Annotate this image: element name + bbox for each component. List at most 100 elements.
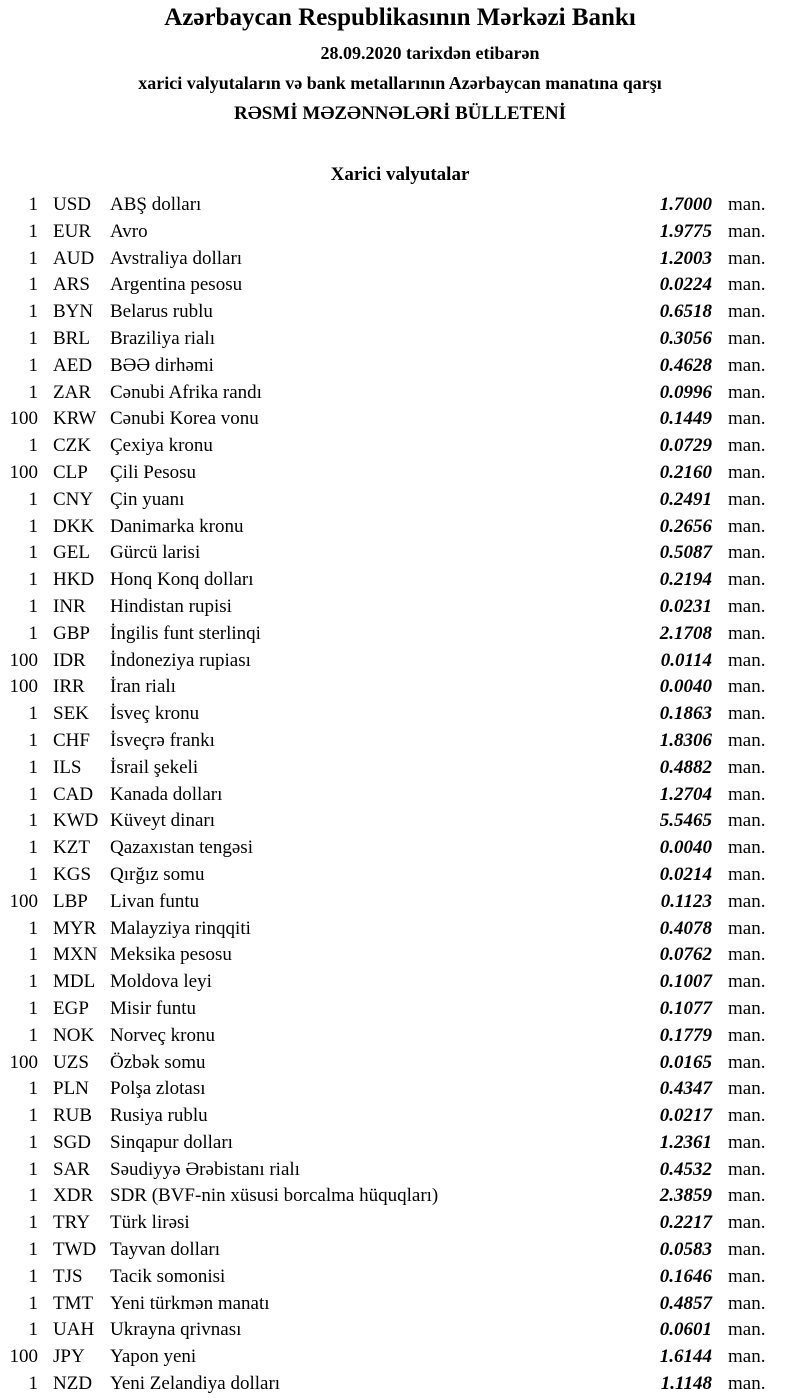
unit-label: man.	[728, 408, 766, 430]
currency-name: Meksika pesosu	[110, 944, 232, 966]
rate-value: 0.1449	[659, 408, 712, 430]
rate-value: 0.0224	[659, 274, 712, 296]
currency-code: NOK	[53, 1024, 95, 1046]
document-title: Azərbaycan Respublikasının Mərkəzi Bankı	[164, 4, 636, 31]
rate-row: 1 TMT Yeni türkmən manatı 0.4857 man.	[0, 1291, 800, 1318]
unit-label: man.	[728, 997, 766, 1019]
rate-amount: 1	[28, 274, 39, 296]
unit-label: man.	[728, 220, 766, 242]
currency-name: Çexiya kronu	[110, 435, 213, 457]
rate-amount: 1	[28, 1024, 39, 1046]
unit-label: man.	[728, 917, 766, 939]
rate-value: 1.9775	[659, 220, 712, 242]
rate-row: 1 SGD Sinqapur dolları 1.2361 man.	[0, 1130, 800, 1157]
rate-value: 1.8306	[659, 729, 712, 751]
currency-code: ARS	[53, 274, 90, 296]
currency-code: INR	[53, 595, 86, 617]
rate-row: 1 DKK Danimarka kronu 0.2656 man.	[0, 514, 800, 541]
rate-amount: 100	[9, 676, 39, 698]
rate-row: 1 TRY Türk lirəsi 0.2217 man.	[0, 1210, 800, 1237]
currency-code: SGD	[53, 1131, 92, 1153]
unit-label: man.	[728, 461, 766, 483]
unit-label: man.	[728, 729, 766, 751]
unit-label: man.	[728, 1239, 766, 1261]
currency-code: XDR	[53, 1185, 94, 1207]
rate-amount: 1	[28, 1078, 39, 1100]
unit-label: man.	[728, 515, 766, 537]
rate-row: 1 ZAR Cənubi Afrika randı 0.0996 man.	[0, 380, 800, 407]
currency-code: ZAR	[53, 381, 91, 403]
rate-row: 1 EGP Misir funtu 0.1077 man.	[0, 996, 800, 1023]
rate-amount: 1	[28, 194, 39, 215]
rate-value: 0.1863	[659, 703, 712, 725]
currency-code: UAH	[53, 1319, 95, 1341]
currency-code: DKK	[53, 515, 95, 537]
rate-value: 0.1007	[659, 971, 712, 993]
rate-amount: 1	[28, 515, 39, 537]
rate-row: 1 MYR Malayziya rinqqiti 0.4078 man.	[0, 916, 800, 943]
rate-row: 1 PLN Polşa zlotası 0.4347 man.	[0, 1076, 800, 1103]
rate-value: 0.6518	[659, 301, 712, 323]
currency-code: JPY	[53, 1346, 85, 1368]
rate-row: 100 JPY Yapon yeni 1.6144 man.	[0, 1344, 800, 1371]
currency-name: Braziliya rialı	[110, 327, 215, 349]
rate-row: 100 LBP Livan funtu 0.1123 man.	[0, 889, 800, 916]
rate-row: 1 ARS Argentina pesosu 0.0224 man.	[0, 272, 800, 299]
unit-label: man.	[728, 274, 766, 296]
currency-code: BRL	[53, 327, 90, 349]
rate-amount: 100	[9, 649, 39, 671]
rate-amount: 1	[28, 354, 39, 376]
rate-amount: 1	[28, 971, 39, 993]
currency-code: NZD	[53, 1373, 93, 1395]
currency-name: Yeni türkmən manatı	[110, 1292, 270, 1314]
rate-value: 1.7000	[659, 194, 712, 215]
currency-code: MXN	[53, 944, 98, 966]
rate-row: 1 TWD Tayvan dolları 0.0583 man.	[0, 1237, 800, 1264]
rate-amount: 1	[28, 1105, 39, 1127]
currency-name: Çili Pesosu	[110, 461, 197, 483]
rate-value: 2.3859	[659, 1185, 712, 1207]
rate-value: 0.0729	[659, 435, 712, 457]
rate-value: 1.2003	[659, 247, 712, 269]
currency-name: İsveçrə frankı	[110, 729, 215, 751]
currency-code: IDR	[53, 649, 86, 671]
currency-code: SEK	[53, 703, 89, 725]
rate-row: 1 NOK Norveç kronu 0.1779 man.	[0, 1023, 800, 1050]
currency-code: AUD	[53, 247, 95, 269]
currency-name: Yeni Zelandiya dolları	[110, 1373, 281, 1395]
currency-code: AED	[53, 354, 93, 376]
rate-amount: 1	[28, 595, 39, 617]
currency-name: İran rialı	[110, 676, 176, 698]
rate-row: 1 GBP İngilis funt sterlinqi 2.1708 man.	[0, 621, 800, 648]
currency-code: TRY	[53, 1212, 90, 1234]
rate-row: 1 EUR Avro 1.9775 man.	[0, 219, 800, 246]
rate-amount: 1	[28, 1185, 39, 1207]
rate-row: 1 USD ABŞ dolları 1.7000 man.	[0, 192, 800, 219]
unit-label: man.	[728, 1051, 766, 1073]
rate-amount: 1	[28, 569, 39, 591]
rate-row: 1 CNY Çin yuanı 0.2491 man.	[0, 487, 800, 514]
currency-name: Malayziya rinqqiti	[110, 917, 251, 939]
rate-value: 0.2160	[659, 461, 712, 483]
currency-code: GEL	[53, 542, 90, 564]
currency-code: IRR	[53, 676, 85, 698]
rate-amount: 1	[28, 622, 39, 644]
rate-amount: 1	[28, 435, 39, 457]
rate-row: 1 RUB Rusiya rublu 0.0217 man.	[0, 1103, 800, 1130]
rate-value: 1.2704	[659, 783, 712, 805]
currency-code: USD	[53, 194, 92, 215]
rate-value: 0.5087	[659, 542, 712, 564]
currency-name: Kanada dolları	[110, 783, 223, 805]
section-title: Xarici valyutalar	[330, 164, 470, 185]
rate-value: 0.4882	[659, 756, 712, 778]
currency-code: KGS	[53, 863, 92, 885]
currency-name: Türk lirəsi	[110, 1212, 190, 1234]
rate-amount: 100	[9, 1346, 39, 1368]
currency-name: Honq Konq dolları	[110, 569, 254, 591]
currency-code: GBP	[53, 622, 90, 644]
rate-row: 1 TJS Tacik somonisi 0.1646 man.	[0, 1264, 800, 1291]
rate-amount: 1	[28, 1265, 39, 1287]
rate-value: 0.4078	[659, 917, 712, 939]
rate-value: 0.0217	[659, 1105, 712, 1127]
unit-label: man.	[728, 622, 766, 644]
